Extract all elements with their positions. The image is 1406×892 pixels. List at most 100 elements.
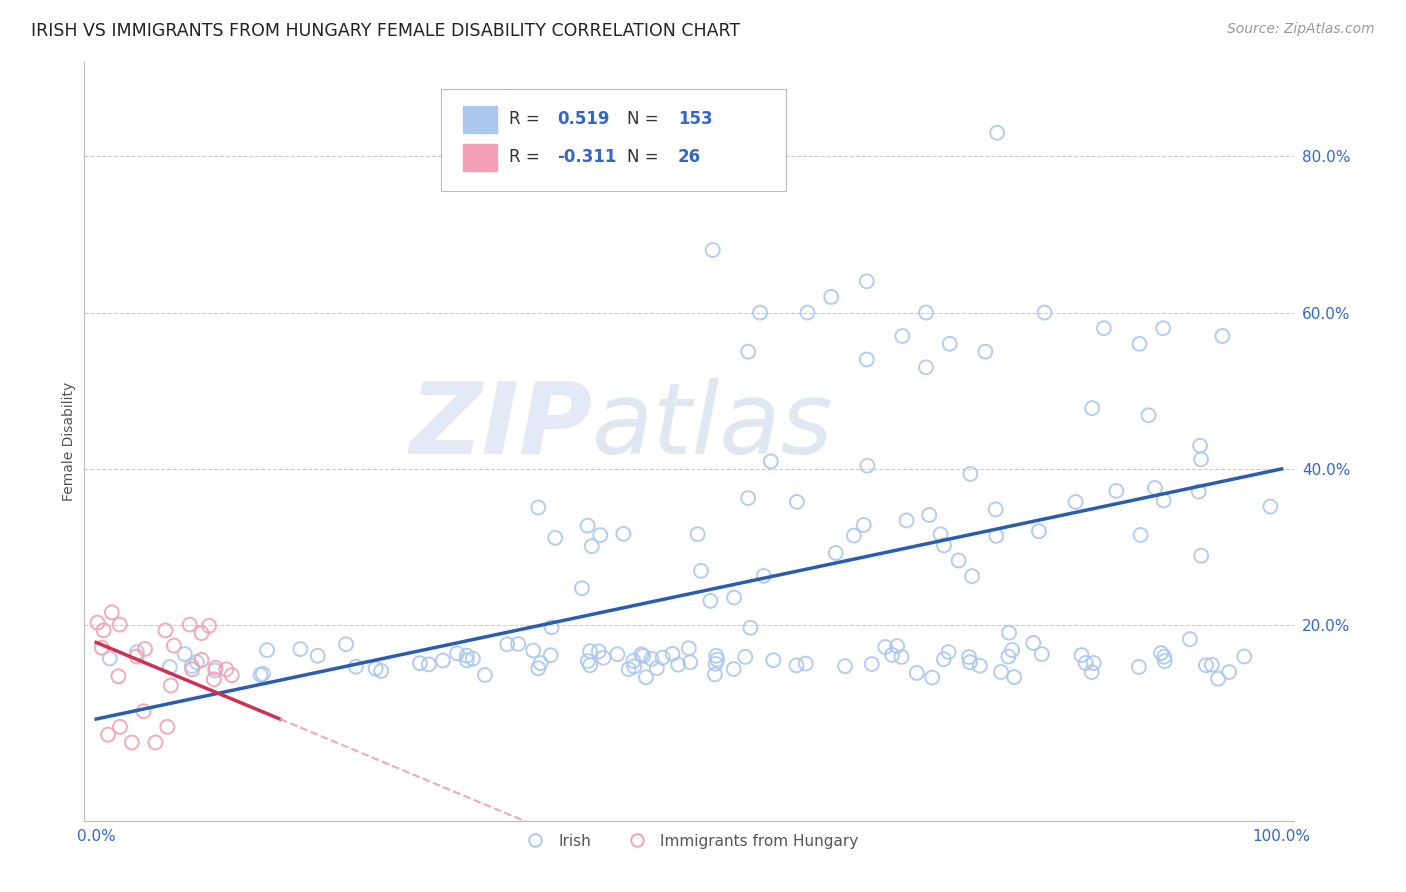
Point: [606, 647, 628, 661]
Point: [990, 665, 1012, 679]
Point: [93, 624, 115, 638]
Point: [1033, 305, 1056, 319]
Point: [409, 657, 432, 671]
Point: [522, 643, 544, 657]
Point: [918, 508, 941, 522]
Point: [957, 650, 980, 665]
Point: [661, 647, 683, 661]
Point: [527, 500, 550, 515]
Point: [1188, 484, 1211, 499]
Bar: [463, 144, 496, 171]
Point: [544, 531, 567, 545]
Point: [678, 641, 700, 656]
Point: [959, 655, 981, 669]
Text: R =: R =: [509, 148, 544, 166]
Point: [508, 637, 530, 651]
Point: [179, 617, 201, 632]
Point: [1153, 654, 1175, 668]
Point: [1129, 528, 1152, 542]
Point: [202, 673, 225, 687]
Point: [446, 646, 468, 660]
Point: [631, 648, 654, 663]
Point: [592, 650, 614, 665]
Point: [1178, 632, 1201, 647]
Point: [1137, 409, 1160, 423]
Point: [1150, 646, 1173, 660]
Point: [634, 670, 657, 684]
Point: [796, 305, 818, 319]
Point: [335, 637, 357, 651]
Point: [932, 652, 955, 666]
Point: [621, 654, 644, 668]
Point: [986, 126, 1008, 140]
Point: [630, 648, 652, 662]
Point: [530, 656, 553, 670]
Point: [702, 243, 724, 257]
Point: [842, 528, 865, 542]
Point: [640, 652, 662, 666]
Point: [737, 491, 759, 505]
Point: [1153, 493, 1175, 508]
Point: [855, 274, 877, 288]
Point: [617, 662, 640, 676]
Point: [921, 671, 943, 685]
Point: [155, 624, 177, 638]
Point: [960, 569, 983, 583]
Point: [824, 546, 846, 560]
Point: [1001, 643, 1024, 657]
Point: [86, 615, 108, 630]
Point: [929, 527, 952, 541]
Point: [786, 658, 808, 673]
Point: [1233, 649, 1256, 664]
Point: [364, 661, 387, 675]
Point: [820, 290, 842, 304]
Text: N =: N =: [627, 148, 664, 166]
Point: [986, 529, 1008, 543]
Point: [737, 344, 759, 359]
Y-axis label: Female Disability: Female Disability: [62, 382, 76, 501]
Point: [706, 652, 728, 666]
Point: [1083, 656, 1105, 670]
Point: [938, 645, 960, 659]
Point: [612, 526, 634, 541]
Point: [723, 662, 745, 676]
Point: [461, 651, 484, 665]
Point: [101, 605, 124, 619]
Point: [1195, 658, 1218, 673]
Point: [1189, 549, 1212, 563]
Point: [496, 637, 519, 651]
Point: [249, 668, 271, 682]
Point: [1028, 524, 1050, 539]
Point: [948, 553, 970, 567]
Point: [686, 527, 709, 541]
Point: [221, 668, 243, 682]
Point: [456, 648, 478, 663]
Point: [915, 360, 938, 375]
Point: [651, 650, 673, 665]
Point: [1081, 401, 1104, 416]
Point: [159, 679, 181, 693]
Point: [1070, 648, 1092, 662]
Point: [181, 662, 204, 676]
Text: R =: R =: [509, 111, 544, 128]
Point: [474, 668, 496, 682]
Point: [215, 662, 238, 676]
Point: [723, 591, 745, 605]
Point: [589, 528, 612, 542]
Point: [571, 581, 593, 595]
Point: [1128, 660, 1150, 674]
Point: [998, 625, 1021, 640]
Text: Source: ZipAtlas.com: Source: ZipAtlas.com: [1227, 22, 1375, 37]
Point: [456, 653, 478, 667]
Point: [1002, 670, 1025, 684]
Point: [984, 502, 1007, 516]
Point: [1143, 481, 1166, 495]
Point: [307, 648, 329, 663]
Point: [1152, 321, 1174, 335]
Point: [704, 648, 727, 663]
Point: [190, 626, 212, 640]
Point: [1189, 439, 1212, 453]
Point: [786, 495, 808, 509]
Point: [579, 644, 602, 658]
Point: [875, 640, 897, 654]
